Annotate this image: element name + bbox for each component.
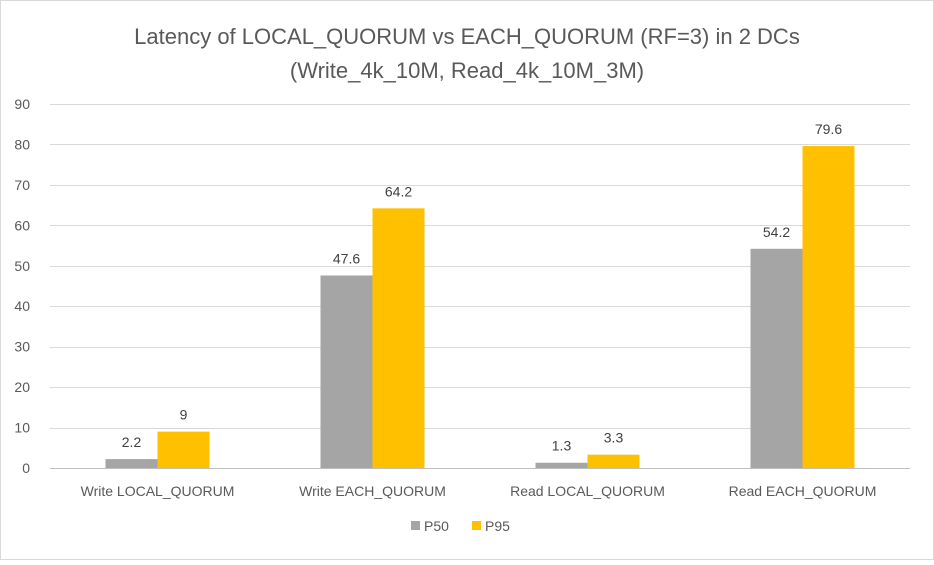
bar-p50	[535, 462, 588, 468]
legend-swatch-p50	[411, 521, 420, 530]
y-tick-label: 90	[14, 96, 30, 112]
bar-p50	[750, 248, 803, 468]
bar-p95	[157, 431, 210, 468]
x-tick-label: Read EACH_QUORUM	[729, 483, 877, 499]
legend-label: P95	[485, 518, 510, 534]
data-label: 47.6	[333, 250, 360, 266]
y-tick-label: 30	[14, 339, 30, 355]
bar-p50	[105, 459, 158, 468]
y-tick-label: 60	[14, 217, 30, 233]
x-axis-ticks: Write LOCAL_QUORUM Write EACH_QUORUM Read …	[81, 483, 877, 499]
y-axis-ticks: 0 10 20 30 40 50 60 70 80 90	[14, 96, 30, 476]
chart-subtitle: (Write_4k_10M, Read_4k_10M_3M)	[290, 58, 644, 83]
y-tick-label: 20	[14, 379, 30, 395]
data-label: 1.3	[552, 438, 572, 454]
data-label: 3.3	[604, 430, 624, 446]
data-label: 2.2	[122, 434, 142, 450]
data-label: 64.2	[385, 183, 412, 199]
y-tick-label: 80	[14, 136, 30, 152]
legend-label: P50	[424, 518, 449, 534]
bars	[105, 146, 855, 468]
data-label: 79.6	[815, 121, 842, 137]
x-tick-label: Write LOCAL_QUORUM	[81, 483, 235, 499]
data-label: 9	[180, 407, 188, 423]
chart-title: Latency of LOCAL_QUORUM vs EACH_QUORUM (…	[134, 24, 800, 49]
legend-swatch-p95	[472, 521, 481, 530]
legend: P50 P95	[411, 518, 510, 534]
x-tick-label: Read LOCAL_QUORUM	[510, 483, 665, 499]
y-tick-label: 50	[14, 258, 30, 274]
bar-p95	[372, 208, 425, 468]
data-labels: 2.2 9 47.6 64.2 1.3 3.3 54.2 79.6	[122, 121, 843, 454]
bar-p95	[587, 454, 640, 468]
data-label: 54.2	[763, 224, 790, 240]
bar-p95	[802, 146, 855, 468]
x-tick-label: Write EACH_QUORUM	[299, 483, 446, 499]
y-tick-label: 0	[22, 460, 30, 476]
y-tick-label: 70	[14, 177, 30, 193]
y-tick-label: 40	[14, 298, 30, 314]
y-tick-label: 10	[14, 420, 30, 436]
bar-p50	[320, 275, 373, 468]
